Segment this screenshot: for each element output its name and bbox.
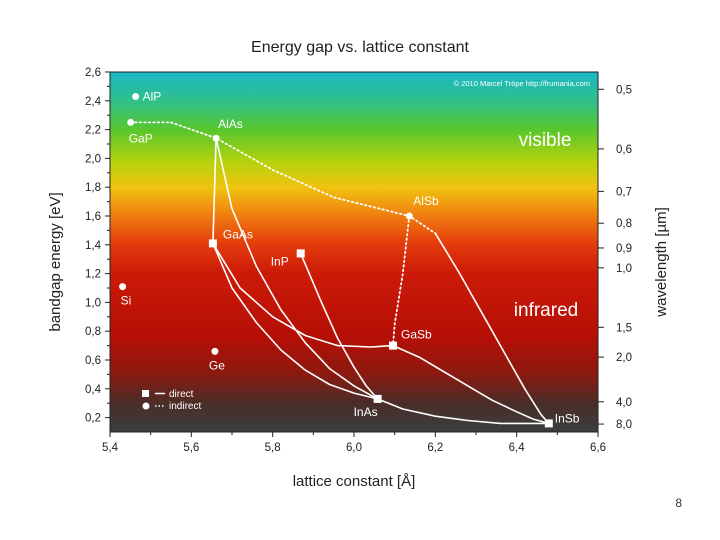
line-gaas-gasb <box>212 242 394 348</box>
line-alas-gaas <box>212 138 217 244</box>
copyright-label: © 2010 Marcel Tröpe http://frumania.com <box>454 79 590 88</box>
wavelength-tick-label: 8,0 <box>616 419 632 431</box>
legend-direct-marker <box>142 390 149 397</box>
point-label-inp: InP <box>271 254 289 268</box>
point-label-gaas: GaAs <box>223 227 253 241</box>
legend: direct indirect <box>142 389 201 412</box>
legend-indirect-label: indirect <box>169 401 201 412</box>
chart-title: Energy gap vs. lattice constant <box>251 39 469 56</box>
point-label-alp: AlP <box>143 90 162 104</box>
y-tick-label: 2,0 <box>85 153 101 165</box>
point-label-ge: Ge <box>209 358 225 372</box>
wavelength-tick-label: 0,8 <box>616 218 632 230</box>
x-tick-label: 6,6 <box>590 442 606 454</box>
wavelength-tick-label: 0,9 <box>616 243 632 255</box>
point-label-gap: GaP <box>129 131 153 145</box>
point-insb <box>544 419 553 428</box>
line-gaas-inas <box>212 243 378 400</box>
plot-background <box>110 72 598 432</box>
legend-direct-label: direct <box>169 389 194 400</box>
y-tick-label: 1,8 <box>85 182 101 194</box>
y-tick-label: 0,4 <box>85 384 102 396</box>
y-tick-label: 0,2 <box>85 413 101 425</box>
line-gasb-insb <box>392 344 550 425</box>
point-ge <box>211 347 219 355</box>
infrared-region-label: infrared <box>514 300 578 321</box>
wavelength-tick-label: 1,0 <box>616 263 632 275</box>
point-inas <box>373 394 382 403</box>
line-inas-insb <box>377 398 549 425</box>
y-tick-label: 1,2 <box>85 269 101 281</box>
line-alsb-insb <box>434 232 550 424</box>
y-tick-label: 0,6 <box>85 355 101 367</box>
y-tick-label: 1,4 <box>85 240 102 252</box>
line-inp-inas <box>299 253 379 400</box>
point-label-insb: InSb <box>555 411 580 425</box>
point-inp <box>296 249 305 258</box>
wavelength-tick-label: 4,0 <box>616 397 632 409</box>
point-alas <box>212 134 220 142</box>
wavelength-tick-label: 2,0 <box>616 352 632 364</box>
point-alsb <box>405 212 413 220</box>
y-tick-label: 2,4 <box>85 96 102 108</box>
y-axis-label: bandgap energy [eV] <box>47 192 64 331</box>
line-alas-inas-upper-arc <box>215 138 378 400</box>
axes: 5,4 5,6 5,8 6,0 6,2 6,4 6,6 0,2 0,4 0,6 0,8 1,0 1,2 1… <box>85 67 632 454</box>
y-tick-label: 1,0 <box>85 297 101 309</box>
point-alp <box>132 93 140 100</box>
x-tick-label: 5,8 <box>265 442 281 454</box>
data-points: AlP GaP AlAs AlSb Si Ge GaAs InP GaSb InAs InSb <box>119 90 580 428</box>
line-alsb-gasb <box>392 215 411 347</box>
wavelength-tick-label: 0,5 <box>616 84 632 96</box>
point-gasb <box>389 341 397 350</box>
x-tick-label: 6,4 <box>509 442 526 454</box>
point-label-gasb: GaSb <box>401 328 432 342</box>
visible-region-label: visible <box>519 130 572 151</box>
y-tick-label: 0,8 <box>85 326 101 338</box>
x-tick-label: 5,4 <box>102 442 119 454</box>
wavelength-tick-label: 0,7 <box>616 186 632 198</box>
y-tick-label: 1,6 <box>85 211 101 223</box>
x-tick-label: 5,6 <box>183 442 199 454</box>
slide-number: 8 <box>675 496 682 510</box>
x-tick-label: 6,0 <box>346 442 362 454</box>
y-tick-label: 2,6 <box>85 67 101 79</box>
point-label-alas: AlAs <box>218 117 243 131</box>
legend-indirect-marker <box>142 402 150 410</box>
point-label-si: Si <box>121 294 132 308</box>
point-gap <box>127 118 135 126</box>
point-label-inas: InAs <box>354 405 378 419</box>
wavelength-tick-label: 1,5 <box>616 322 632 334</box>
x-tick-label: 6,2 <box>427 442 443 454</box>
y2-axis-label: wavelength [µm] <box>653 207 670 318</box>
wavelength-tick-label: 0,6 <box>616 144 632 156</box>
point-label-alsb: AlSb <box>413 194 439 208</box>
point-gaas <box>208 239 217 248</box>
x-axis-label: lattice constant [Å] <box>293 473 416 490</box>
y-tick-label: 2,2 <box>85 125 101 137</box>
point-si <box>119 283 127 291</box>
